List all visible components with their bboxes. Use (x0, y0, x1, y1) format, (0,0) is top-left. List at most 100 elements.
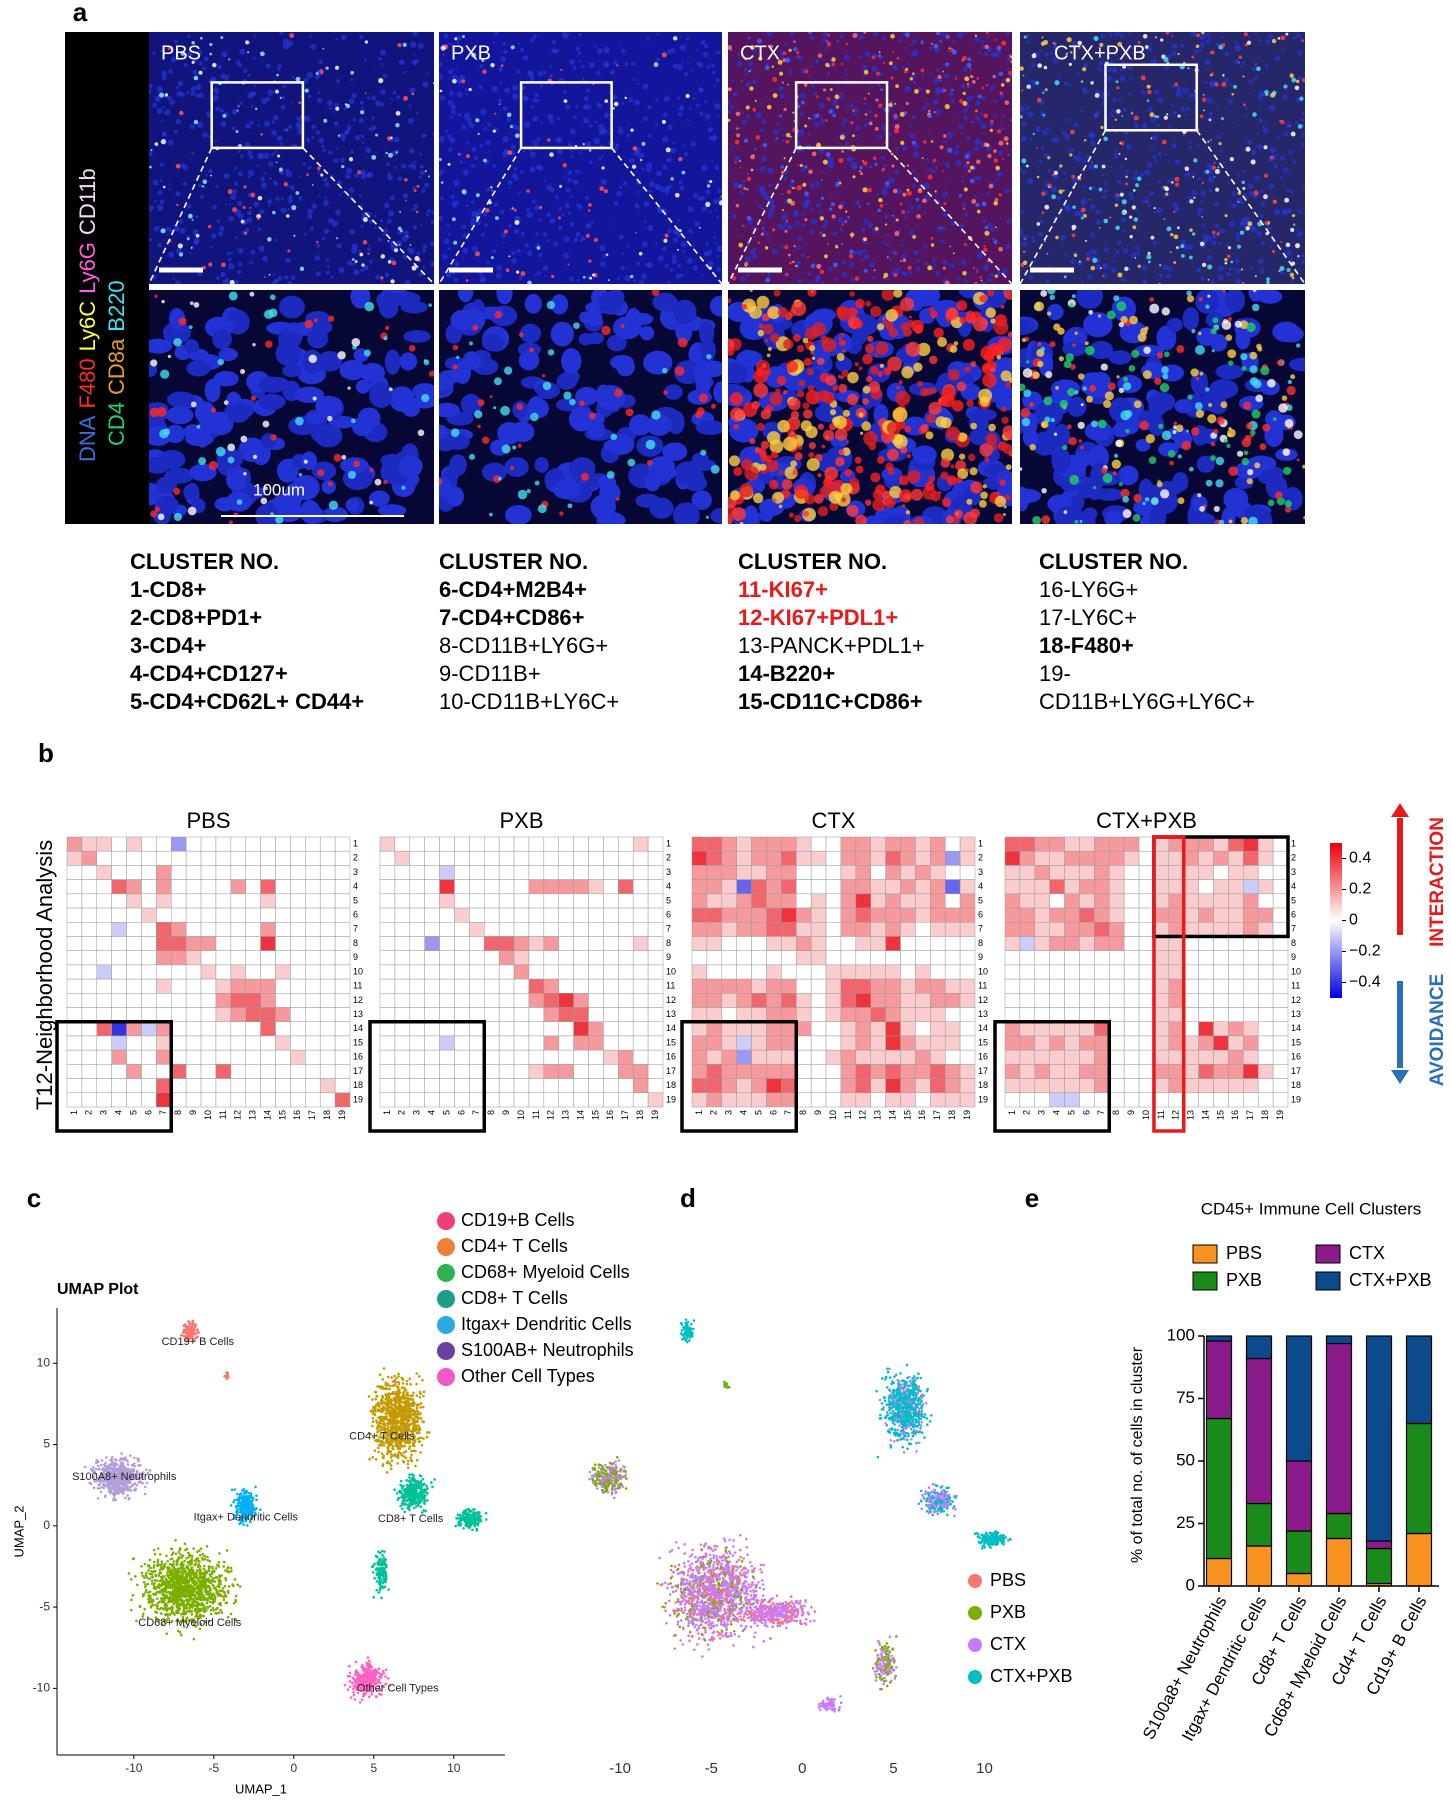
image-texture (1086, 274, 1092, 280)
image-texture (149, 151, 153, 157)
image-texture (413, 62, 417, 66)
image-texture (703, 250, 710, 257)
cell-marker (573, 322, 580, 329)
image-texture (535, 232, 539, 236)
image-texture (597, 103, 603, 109)
image-speck (932, 158, 937, 162)
image-texture (1088, 132, 1095, 139)
cell-marker (895, 390, 911, 406)
cell-marker (1186, 290, 1192, 296)
image-texture (637, 82, 640, 85)
nucleus (1077, 481, 1093, 499)
image-texture (360, 268, 364, 272)
image-texture (958, 35, 961, 38)
image-speck (1040, 41, 1046, 46)
image-texture (332, 110, 335, 114)
image-texture (996, 271, 1002, 276)
image-texture (172, 277, 176, 281)
cell-marker (1205, 387, 1210, 392)
image-speck (633, 146, 636, 149)
image-texture (1254, 175, 1261, 182)
heatmap-cell (141, 950, 157, 966)
image-texture (380, 102, 384, 107)
image-texture (176, 90, 183, 97)
cell-marker (1074, 390, 1079, 395)
image-texture (590, 220, 594, 224)
heatmap-cell (200, 936, 217, 951)
image-texture (283, 44, 289, 50)
image-texture (542, 232, 548, 237)
image-texture (198, 61, 203, 66)
image-texture (1276, 135, 1280, 139)
image-texture (311, 203, 317, 209)
image-texture (531, 199, 536, 204)
image-texture (1108, 266, 1112, 269)
image-speck (895, 218, 899, 222)
heatmap-cell (111, 1035, 127, 1051)
cell-marker (1066, 424, 1072, 430)
image-texture (1222, 37, 1225, 40)
heatmap-cell (126, 1078, 142, 1094)
heatmap-cell (141, 978, 157, 994)
heatmap-cell (66, 1007, 83, 1022)
heatmap-cell (141, 836, 157, 852)
image-texture (1259, 39, 1263, 43)
image-texture (453, 277, 458, 282)
image-speck (760, 232, 764, 236)
image-texture (1103, 189, 1108, 193)
image-speck (815, 113, 820, 118)
image-texture (800, 253, 805, 258)
nucleus (527, 396, 546, 416)
image-texture (1244, 115, 1248, 119)
cell-marker (227, 456, 235, 464)
image-speck (1070, 129, 1075, 135)
image-texture (195, 84, 202, 91)
image-speck (1098, 226, 1101, 229)
image-texture (1237, 173, 1241, 177)
image-speck (942, 88, 947, 93)
image-texture (694, 221, 700, 227)
cell-marker (537, 504, 547, 514)
heatmap-cell (215, 893, 232, 909)
image-texture (1009, 189, 1012, 193)
nucleus (439, 424, 449, 439)
image-speck (1150, 235, 1155, 240)
heatmap-cell (513, 850, 530, 866)
heatmap-cell (81, 865, 98, 880)
image-speck (1041, 191, 1046, 196)
cell-marker (1072, 343, 1076, 347)
cell-marker (1133, 400, 1142, 409)
heatmap-cell (126, 936, 142, 951)
image-speck (1035, 81, 1040, 85)
cell-marker (1251, 303, 1260, 312)
image-texture (1269, 245, 1272, 249)
image-texture (1289, 281, 1294, 284)
cell-marker (228, 520, 233, 524)
image-texture (962, 108, 968, 114)
column-label: 1 (69, 1110, 79, 1115)
image-texture (677, 219, 681, 223)
image-texture (1200, 199, 1204, 203)
cell-marker (1053, 432, 1058, 436)
image-texture (1295, 32, 1302, 39)
cell-marker (855, 465, 864, 474)
image-texture (780, 128, 784, 132)
image-texture (810, 218, 818, 225)
cluster-heading: CLUSTER NO. (1039, 549, 1188, 574)
image-texture (1101, 194, 1106, 199)
cell-marker (482, 436, 490, 444)
cell-marker (1129, 315, 1138, 325)
image-speck (784, 245, 789, 250)
image-texture (889, 71, 893, 74)
image-texture (1206, 97, 1213, 104)
cell-marker (758, 323, 764, 329)
nucleus (156, 476, 178, 494)
cell-marker (1225, 334, 1233, 341)
cell-marker (351, 337, 361, 347)
image-texture (569, 276, 575, 282)
heatmap-cell (141, 865, 157, 880)
image-texture (524, 243, 529, 248)
cell-marker (1000, 304, 1005, 309)
cell-marker (744, 466, 759, 481)
